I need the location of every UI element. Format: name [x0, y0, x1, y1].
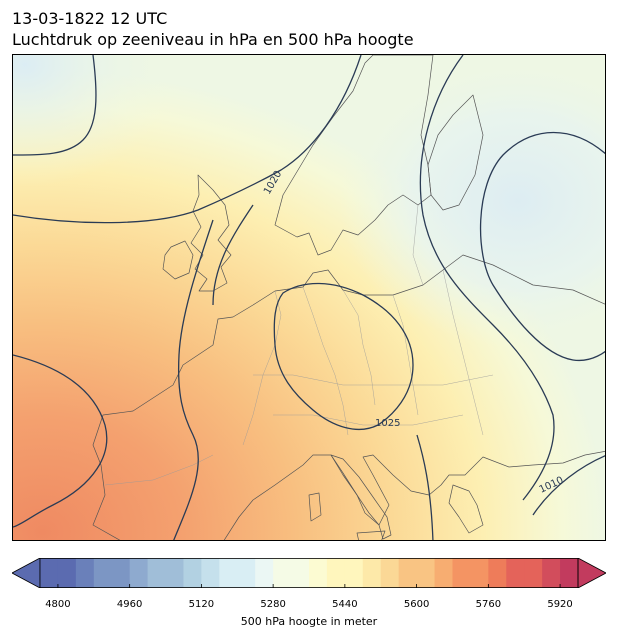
colorbar-tick-label: 5600 — [403, 599, 430, 610]
map-datetime: 13-03-1822 12 UTC — [12, 9, 168, 28]
colorbar — [11, 557, 607, 592]
cold-corner-area — [13, 55, 605, 540]
italy-boot — [330, 454, 392, 540]
isobar-arctic-loop — [13, 55, 97, 156]
colorbar-segment — [380, 558, 400, 588]
isobar-balkans — [416, 434, 434, 540]
isobar-north — [13, 55, 362, 224]
colorbar-segment — [93, 558, 113, 588]
colorbar-segment — [219, 558, 238, 588]
colorbar-segment — [452, 558, 471, 588]
sardinia — [308, 492, 322, 522]
greece — [448, 484, 484, 534]
colorbar-tick-label: 5440 — [332, 599, 358, 610]
colorbar-segment — [237, 558, 256, 588]
map-canvas: 1020 1025 1010 — [13, 55, 605, 540]
isobar-south — [212, 204, 254, 306]
colorbar-tick-label: 5120 — [188, 599, 215, 610]
isobar-iberia — [173, 219, 214, 540]
colorbar-segment — [129, 558, 149, 588]
colorbar-segment — [147, 558, 167, 588]
colorbar-tick-label: 4960 — [116, 599, 143, 610]
isobar-1025 — [273, 282, 414, 430]
colorbar-segment — [165, 558, 184, 588]
colorbar-segment — [201, 558, 220, 588]
colorbar-segment — [57, 558, 77, 588]
colorbar-segment — [560, 558, 579, 588]
colorbar-extend-low — [11, 557, 41, 589]
colorbar-segment — [362, 558, 382, 588]
colorbar-segment — [183, 558, 202, 588]
colorbar-tick-label: 4800 — [45, 599, 71, 610]
isobar-label-1025: 1025 — [375, 418, 400, 429]
colorbar-segment — [40, 558, 59, 588]
colorbar-segment — [506, 558, 525, 588]
colorbar-segment — [255, 558, 274, 588]
colorbar-graphic — [11, 557, 607, 589]
british-isles — [190, 174, 232, 292]
colorbar-label: 500 hPa hoogte in meter — [240, 615, 378, 628]
colorbar-segment — [434, 558, 453, 588]
isobar-1020 — [419, 55, 555, 501]
colorbar-segment — [416, 558, 436, 588]
ireland — [162, 240, 194, 280]
colorbar-segment — [326, 558, 346, 588]
colorbar-segment — [542, 558, 561, 588]
isobar-west — [13, 354, 108, 528]
colorbar-frame — [39, 558, 579, 589]
colorbar-segment — [75, 558, 95, 588]
colorbar-segment — [344, 558, 364, 588]
colorbar-extend-high — [577, 557, 607, 589]
colorbar-segment — [111, 558, 131, 588]
map-title: Luchtdruk op zeeniveau in hPa en 500 hPa… — [12, 30, 414, 49]
isobars — [13, 55, 605, 540]
colorbar-segment — [309, 558, 328, 588]
colorbar-segment — [291, 558, 310, 588]
country-borders — [104, 204, 494, 486]
isobar-1010 — [532, 455, 605, 516]
colorbar-segment — [398, 558, 418, 588]
colorbar-tick-label: 5920 — [547, 599, 573, 610]
sicily — [356, 530, 386, 540]
weather-map: 1020 1025 1010 — [12, 54, 606, 541]
isobar-low-loop — [479, 131, 605, 362]
colorbar-tick-label: 5280 — [260, 599, 286, 610]
finland — [427, 94, 484, 211]
colorbar-tick-label: 5760 — [475, 599, 502, 610]
colorbar-segment — [524, 558, 543, 588]
colorbar-segment — [470, 558, 489, 588]
colorbar-segment — [273, 558, 292, 588]
colorbar-segment — [488, 558, 507, 588]
